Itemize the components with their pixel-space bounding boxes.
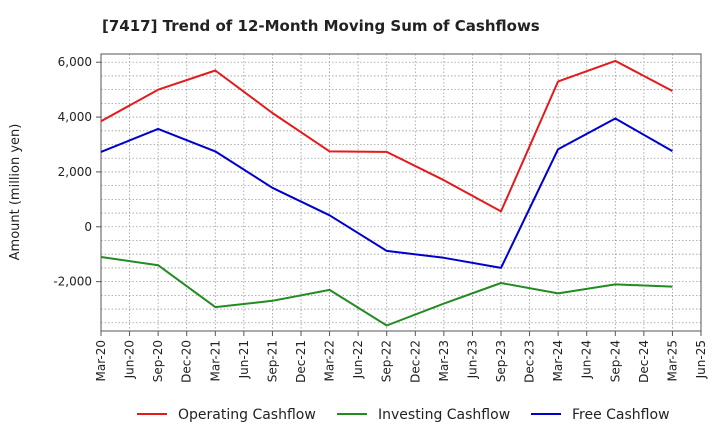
y-tick-label: 2,000: [58, 165, 92, 179]
x-tick-label: Jun-25: [694, 340, 708, 379]
x-tick-label: Dec-21: [294, 340, 308, 383]
x-tick-label: Sep-23: [494, 340, 508, 382]
y-tick-label: 4,000: [58, 110, 92, 124]
legend-label: Free Cashflow: [572, 407, 670, 423]
y-tick-label: -2,000: [53, 275, 92, 289]
x-tick-label: Sep-22: [380, 340, 394, 382]
plot-frame: [100, 53, 702, 332]
x-tick-label: Jun-21: [237, 340, 251, 379]
y-tick-label: 6,000: [58, 55, 92, 69]
x-tick-label: Jun-23: [465, 340, 479, 379]
series-layer: [100, 59, 673, 327]
x-tick-label: Mar-24: [551, 340, 565, 381]
legend: Operating Cashflow Investing Cashflow Free…: [137, 407, 670, 423]
x-tick-label: Dec-20: [180, 340, 194, 383]
legend-item-free-cashflow: Free Cashflow: [531, 407, 670, 423]
x-tick-label: Sep-21: [265, 340, 279, 382]
y-axis-ticks: -2,000 0 2,000 4,000 6,000: [53, 55, 101, 289]
x-tick-label: Jun-22: [351, 340, 365, 379]
legend-label: Investing Cashflow: [378, 407, 510, 423]
x-tick-label: Mar-23: [437, 340, 451, 381]
investing-cashflow-line: [100, 256, 673, 327]
x-tick-label: Dec-24: [637, 340, 651, 383]
x-tick-label: Jun-20: [123, 340, 137, 379]
chart-title: [7417] Trend of 12-Month Moving Sum of C…: [102, 17, 540, 35]
grid-layer: [101, 54, 701, 331]
x-tick-label: Mar-25: [665, 340, 679, 381]
legend-item-operating-cashflow: Operating Cashflow: [137, 407, 316, 423]
x-tick-label: Sep-24: [608, 340, 622, 382]
free-cashflow-line: [100, 117, 673, 269]
legend-item-investing-cashflow: Investing Cashflow: [337, 407, 510, 423]
legend-label: Operating Cashflow: [178, 407, 316, 423]
x-tick-label: Mar-21: [208, 340, 222, 381]
y-tick-label: 0: [84, 220, 92, 234]
y-axis-label: Amount (million yen): [8, 124, 23, 261]
x-tick-label: Jun-24: [580, 340, 594, 379]
operating-cashflow-line: [100, 59, 673, 213]
x-tick-label: Mar-22: [323, 340, 337, 381]
x-axis-ticks: Mar-20 Jun-20 Sep-20 Dec-20 Mar-21 Jun-21 Sep-…: [94, 331, 708, 383]
x-tick-label: Dec-23: [523, 340, 537, 383]
x-tick-label: Dec-22: [408, 340, 422, 383]
x-tick-label: Mar-20: [94, 340, 108, 381]
x-tick-label: Sep-20: [151, 340, 165, 382]
